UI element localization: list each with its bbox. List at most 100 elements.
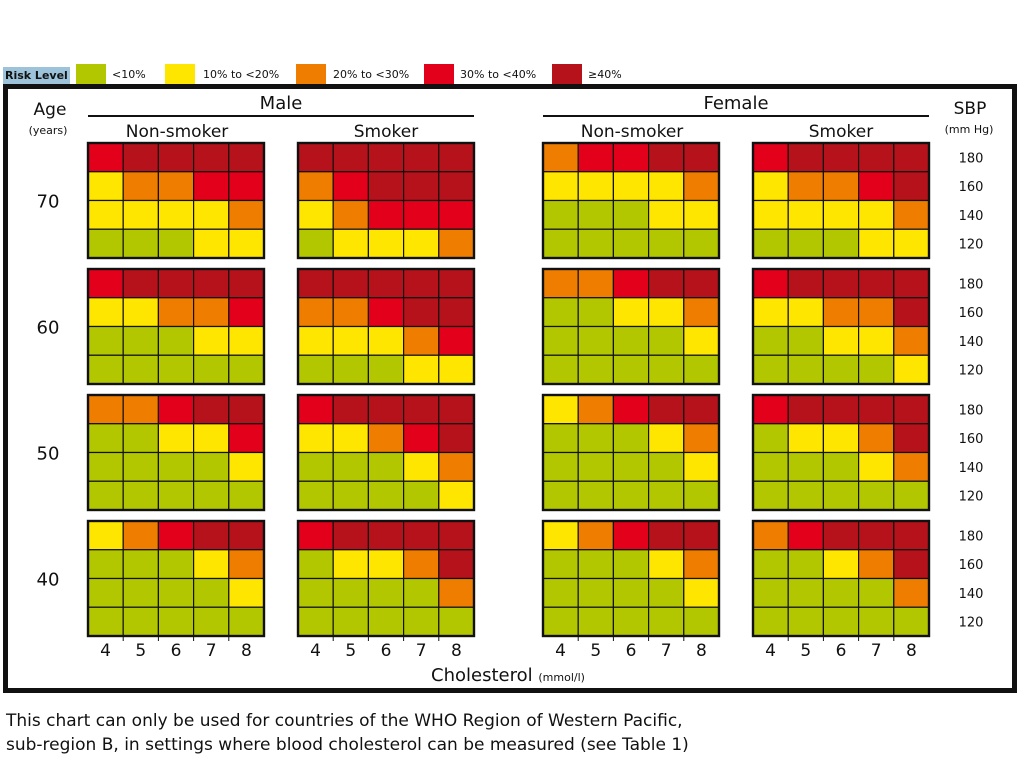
risk-cell-female-smoker-age40-sbp120-chol7 — [857, 606, 895, 637]
risk-cell-male-nonsmoker-age70-sbp140-chol7 — [193, 199, 230, 230]
risk-cell-male-nonsmoker-age60-sbp140-chol6 — [157, 325, 195, 356]
risk-cell-male-smoker-age40-sbp160-chol6 — [367, 549, 405, 580]
risk-cell-male-smoker-age70-sbp180-chol5 — [332, 142, 370, 173]
risk-cell-female-nonsmoker-age70-sbp120-chol5 — [577, 228, 615, 259]
risk-cell-female-smoker-age70-sbp180-chol4 — [752, 142, 789, 173]
cholesterol-axis-title: Cholesterol (mmol/l) — [431, 665, 585, 686]
risk-block-border-female-smoker-age40 — [751, 519, 931, 638]
risk-cell-male-nonsmoker-age70-sbp120-chol6 — [157, 228, 195, 259]
legend-swatch-5 — [552, 64, 582, 85]
cholesterol-tick-label-female-nonsmoker-7: 7 — [661, 641, 672, 661]
risk-cell-female-smoker-age50-sbp140-chol5 — [787, 451, 825, 482]
risk-cell-female-smoker-age70-sbp120-chol8 — [893, 228, 930, 259]
risk-block-border-female-smoker-age50 — [751, 393, 931, 512]
risk-cell-female-smoker-age50-sbp120-chol4 — [752, 480, 789, 511]
risk-cell-female-nonsmoker-age60-sbp140-chol4 — [542, 325, 579, 356]
risk-cell-male-smoker-age50-sbp180-chol7 — [403, 394, 440, 425]
risk-cell-female-smoker-age70-sbp140-chol6 — [822, 199, 860, 230]
risk-cell-female-smoker-age50-sbp180-chol6 — [822, 394, 860, 425]
risk-cell-female-smoker-age40-sbp180-chol8 — [893, 520, 930, 551]
risk-cell-male-smoker-age60-sbp180-chol4 — [297, 268, 334, 299]
risk-cell-female-nonsmoker-age40-sbp140-chol5 — [577, 577, 615, 608]
risk-cell-male-nonsmoker-age60-sbp160-chol6 — [157, 297, 195, 328]
risk-cell-female-nonsmoker-age60-sbp180-chol7 — [647, 268, 685, 299]
risk-cell-male-smoker-age40-sbp140-chol6 — [367, 577, 405, 608]
cholesterol-tick-label-male-nonsmoker-5: 5 — [135, 641, 146, 661]
risk-cell-female-smoker-age40-sbp160-chol8 — [893, 549, 930, 580]
risk-cell-male-nonsmoker-age70-sbp140-chol6 — [157, 199, 195, 230]
risk-cell-female-nonsmoker-age70-sbp180-chol5 — [577, 142, 615, 173]
risk-cell-female-nonsmoker-age70-sbp160-chol8 — [683, 171, 720, 202]
risk-cell-female-smoker-age40-sbp140-chol7 — [857, 577, 895, 608]
cholesterol-tick-label-female-smoker-5: 5 — [800, 641, 811, 661]
risk-cell-female-nonsmoker-age70-sbp140-chol4 — [542, 199, 579, 230]
risk-cell-female-smoker-age50-sbp180-chol4 — [752, 394, 789, 425]
risk-cell-male-nonsmoker-age60-sbp160-chol7 — [193, 297, 230, 328]
risk-cell-female-nonsmoker-age40-sbp160-chol6 — [612, 549, 650, 580]
risk-cell-male-nonsmoker-age50-sbp140-chol6 — [157, 451, 195, 482]
risk-cell-male-nonsmoker-age40-sbp160-chol8 — [228, 549, 265, 580]
risk-cell-female-nonsmoker-age70-sbp160-chol5 — [577, 171, 615, 202]
risk-cell-female-smoker-age40-sbp180-chol6 — [822, 520, 860, 551]
risk-cell-female-smoker-age50-sbp180-chol8 — [893, 394, 930, 425]
risk-cell-male-nonsmoker-age60-sbp180-chol4 — [87, 268, 124, 299]
risk-cell-male-nonsmoker-age70-sbp140-chol8 — [228, 199, 265, 230]
risk-cell-female-smoker-age60-sbp160-chol8 — [893, 297, 930, 328]
sbp-tick-label-age50-180: 180 — [959, 403, 984, 418]
risk-cell-male-smoker-age60-sbp180-chol6 — [367, 268, 405, 299]
cholesterol-tick-label-female-nonsmoker-4: 4 — [555, 641, 566, 661]
risk-cell-male-smoker-age70-sbp160-chol8 — [438, 171, 475, 202]
risk-cell-female-nonsmoker-age70-sbp160-chol4 — [542, 171, 579, 202]
sbp-tick-label-age60-160: 160 — [959, 306, 984, 321]
risk-cell-female-nonsmoker-age40-sbp140-chol7 — [647, 577, 685, 608]
risk-cell-male-nonsmoker-age70-sbp140-chol5 — [122, 199, 159, 230]
sbp-unit: (mm Hg) — [945, 123, 994, 136]
risk-cell-female-nonsmoker-age40-sbp160-chol5 — [577, 549, 615, 580]
age-unit: (years) — [29, 124, 68, 137]
risk-cell-female-smoker-age70-sbp140-chol4 — [752, 199, 789, 230]
risk-cell-male-nonsmoker-age50-sbp120-chol5 — [122, 480, 159, 511]
risk-cell-female-nonsmoker-age70-sbp120-chol4 — [542, 228, 579, 259]
risk-cell-female-smoker-age50-sbp140-chol4 — [752, 451, 789, 482]
age-tick-label-70: 70 — [37, 192, 60, 213]
risk-cell-female-nonsmoker-age40-sbp180-chol6 — [612, 520, 650, 551]
risk-cell-female-nonsmoker-age40-sbp160-chol4 — [542, 549, 579, 580]
risk-cell-male-smoker-age60-sbp140-chol7 — [403, 325, 440, 356]
risk-cell-male-smoker-age50-sbp140-chol7 — [403, 451, 440, 482]
risk-cell-female-smoker-age60-sbp120-chol8 — [893, 354, 930, 385]
risk-cell-female-nonsmoker-age70-sbp180-chol7 — [647, 142, 685, 173]
risk-cell-male-smoker-age50-sbp160-chol8 — [438, 423, 475, 454]
risk-cell-male-nonsmoker-age50-sbp120-chol6 — [157, 480, 195, 511]
risk-cell-female-smoker-age70-sbp140-chol5 — [787, 199, 825, 230]
risk-cell-male-nonsmoker-age70-sbp160-chol6 — [157, 171, 195, 202]
risk-cell-female-nonsmoker-age50-sbp180-chol7 — [647, 394, 685, 425]
risk-cell-female-nonsmoker-age40-sbp180-chol4 — [542, 520, 579, 551]
risk-cell-male-nonsmoker-age50-sbp180-chol7 — [193, 394, 230, 425]
risk-cell-male-nonsmoker-age60-sbp160-chol4 — [87, 297, 124, 328]
risk-cell-female-smoker-age50-sbp120-chol5 — [787, 480, 825, 511]
risk-cell-female-smoker-age60-sbp180-chol4 — [752, 268, 789, 299]
risk-block-border-male-nonsmoker-age50 — [86, 393, 266, 512]
risk-cell-male-smoker-age40-sbp180-chol7 — [403, 520, 440, 551]
footnote-line-1: This chart can only be used for countrie… — [6, 711, 683, 731]
risk-block-border-female-smoker-age60 — [751, 267, 931, 386]
risk-cell-male-smoker-age50-sbp120-chol6 — [367, 480, 405, 511]
risk-cell-male-smoker-age70-sbp120-chol6 — [367, 228, 405, 259]
risk-cell-male-smoker-age50-sbp120-chol7 — [403, 480, 440, 511]
cholesterol-tick-label-male-nonsmoker-6: 6 — [171, 641, 182, 661]
risk-cell-female-nonsmoker-age40-sbp120-chol5 — [577, 606, 615, 637]
risk-cell-male-nonsmoker-age50-sbp120-chol4 — [87, 480, 124, 511]
risk-cell-male-nonsmoker-age50-sbp160-chol4 — [87, 423, 124, 454]
risk-cell-female-smoker-age60-sbp140-chol5 — [787, 325, 825, 356]
risk-cell-female-smoker-age60-sbp180-chol6 — [822, 268, 860, 299]
sbp-tick-label-age60-120: 120 — [959, 364, 984, 379]
risk-cell-male-smoker-age50-sbp120-chol5 — [332, 480, 370, 511]
risk-cell-male-smoker-age40-sbp160-chol4 — [297, 549, 334, 580]
cholesterol-tick-label-male-nonsmoker-8: 8 — [241, 641, 252, 661]
risk-cell-female-smoker-age70-sbp140-chol8 — [893, 199, 930, 230]
risk-cell-male-nonsmoker-age50-sbp120-chol8 — [228, 480, 265, 511]
cholesterol-tick-label-male-smoker-4: 4 — [310, 641, 321, 661]
risk-cell-female-smoker-age70-sbp160-chol8 — [893, 171, 930, 202]
risk-cell-female-nonsmoker-age40-sbp160-chol8 — [683, 549, 720, 580]
